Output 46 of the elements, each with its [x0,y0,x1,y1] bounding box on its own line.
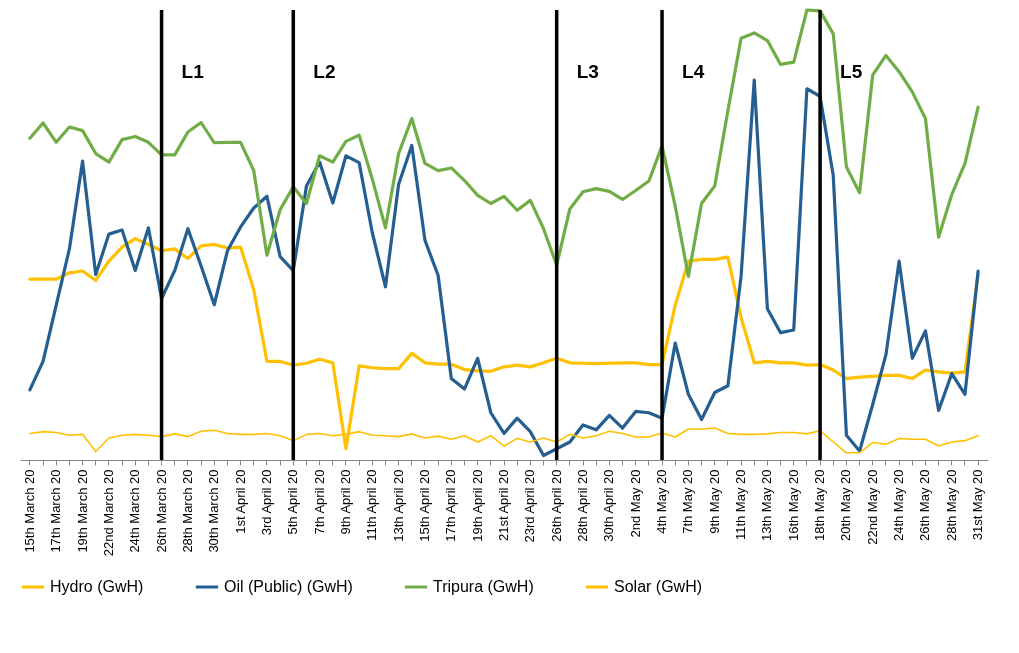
x-tick-label: 22nd May 20 [864,469,880,545]
x-tick-label: 19th March 20 [74,469,90,553]
x-tick-label: 20th May 20 [838,469,854,542]
x-tick-label: 18th May 20 [812,469,828,542]
x-tick-label: 22nd March 20 [100,469,116,557]
x-tick-label: 13th April 20 [390,469,406,542]
x-tick-label: 11th May 20 [733,469,749,541]
x-tick-label: 23rd April 20 [522,469,538,543]
x-tick-label: 24th March 20 [127,469,143,553]
x-tick-label: 26th March 20 [153,469,169,553]
x-tick-label: 26th April 20 [548,469,564,542]
x-tick-label: 9th April 20 [337,469,353,535]
legend-label: Oil (Public) (GwH) [224,578,353,595]
x-tick-label: 28th March 20 [179,469,195,553]
x-tick-label: 5th April 20 [285,469,301,535]
x-tick-label: 3rd April 20 [258,469,274,536]
ref-line-label: L4 [682,61,705,82]
legend-label: Tripura (GwH) [433,578,534,595]
ref-line-label: L1 [181,61,205,82]
x-tick-label: 30th March 20 [206,469,222,553]
x-tick-label: 1st April 20 [232,469,248,534]
x-tick-label: 13th May 20 [759,469,775,542]
x-tick-label: 16th May 20 [785,469,801,542]
x-tick-label: 24th May 20 [891,469,907,542]
x-tick-label: 7th May 20 [680,469,696,534]
x-tick-label: 11th April 20 [364,469,380,541]
ref-line-label: L3 [576,61,599,82]
x-tick-label: 7th April 20 [311,469,327,535]
x-tick-label: 17th March 20 [48,469,64,553]
legend-label: Solar (GwH) [614,578,703,595]
x-tick-label: 15th March 20 [21,469,37,553]
x-tick-label: 30th April 20 [601,469,617,542]
x-tick-label: 9th May 20 [706,469,722,534]
x-tick-label: 21st April 20 [496,469,511,542]
x-tick-label: 19th April 20 [469,469,485,542]
x-tick-label: 4th May 20 [654,469,670,534]
legend-label: Hydro (GwH) [50,578,144,595]
x-tick-label: 2nd May 20 [627,469,643,538]
ref-line-label: L5 [840,61,863,82]
x-tick-label: 28th May 20 [943,469,959,542]
x-tick-label: 17th April 20 [443,469,459,542]
x-tick-label: 31st May 20 [970,469,986,541]
x-tick-label: 15th April 20 [416,469,432,542]
x-tick-label: 28th April 20 [575,469,591,542]
x-tick-label: 26th May 20 [917,469,933,542]
ref-line-label: L2 [313,61,336,82]
